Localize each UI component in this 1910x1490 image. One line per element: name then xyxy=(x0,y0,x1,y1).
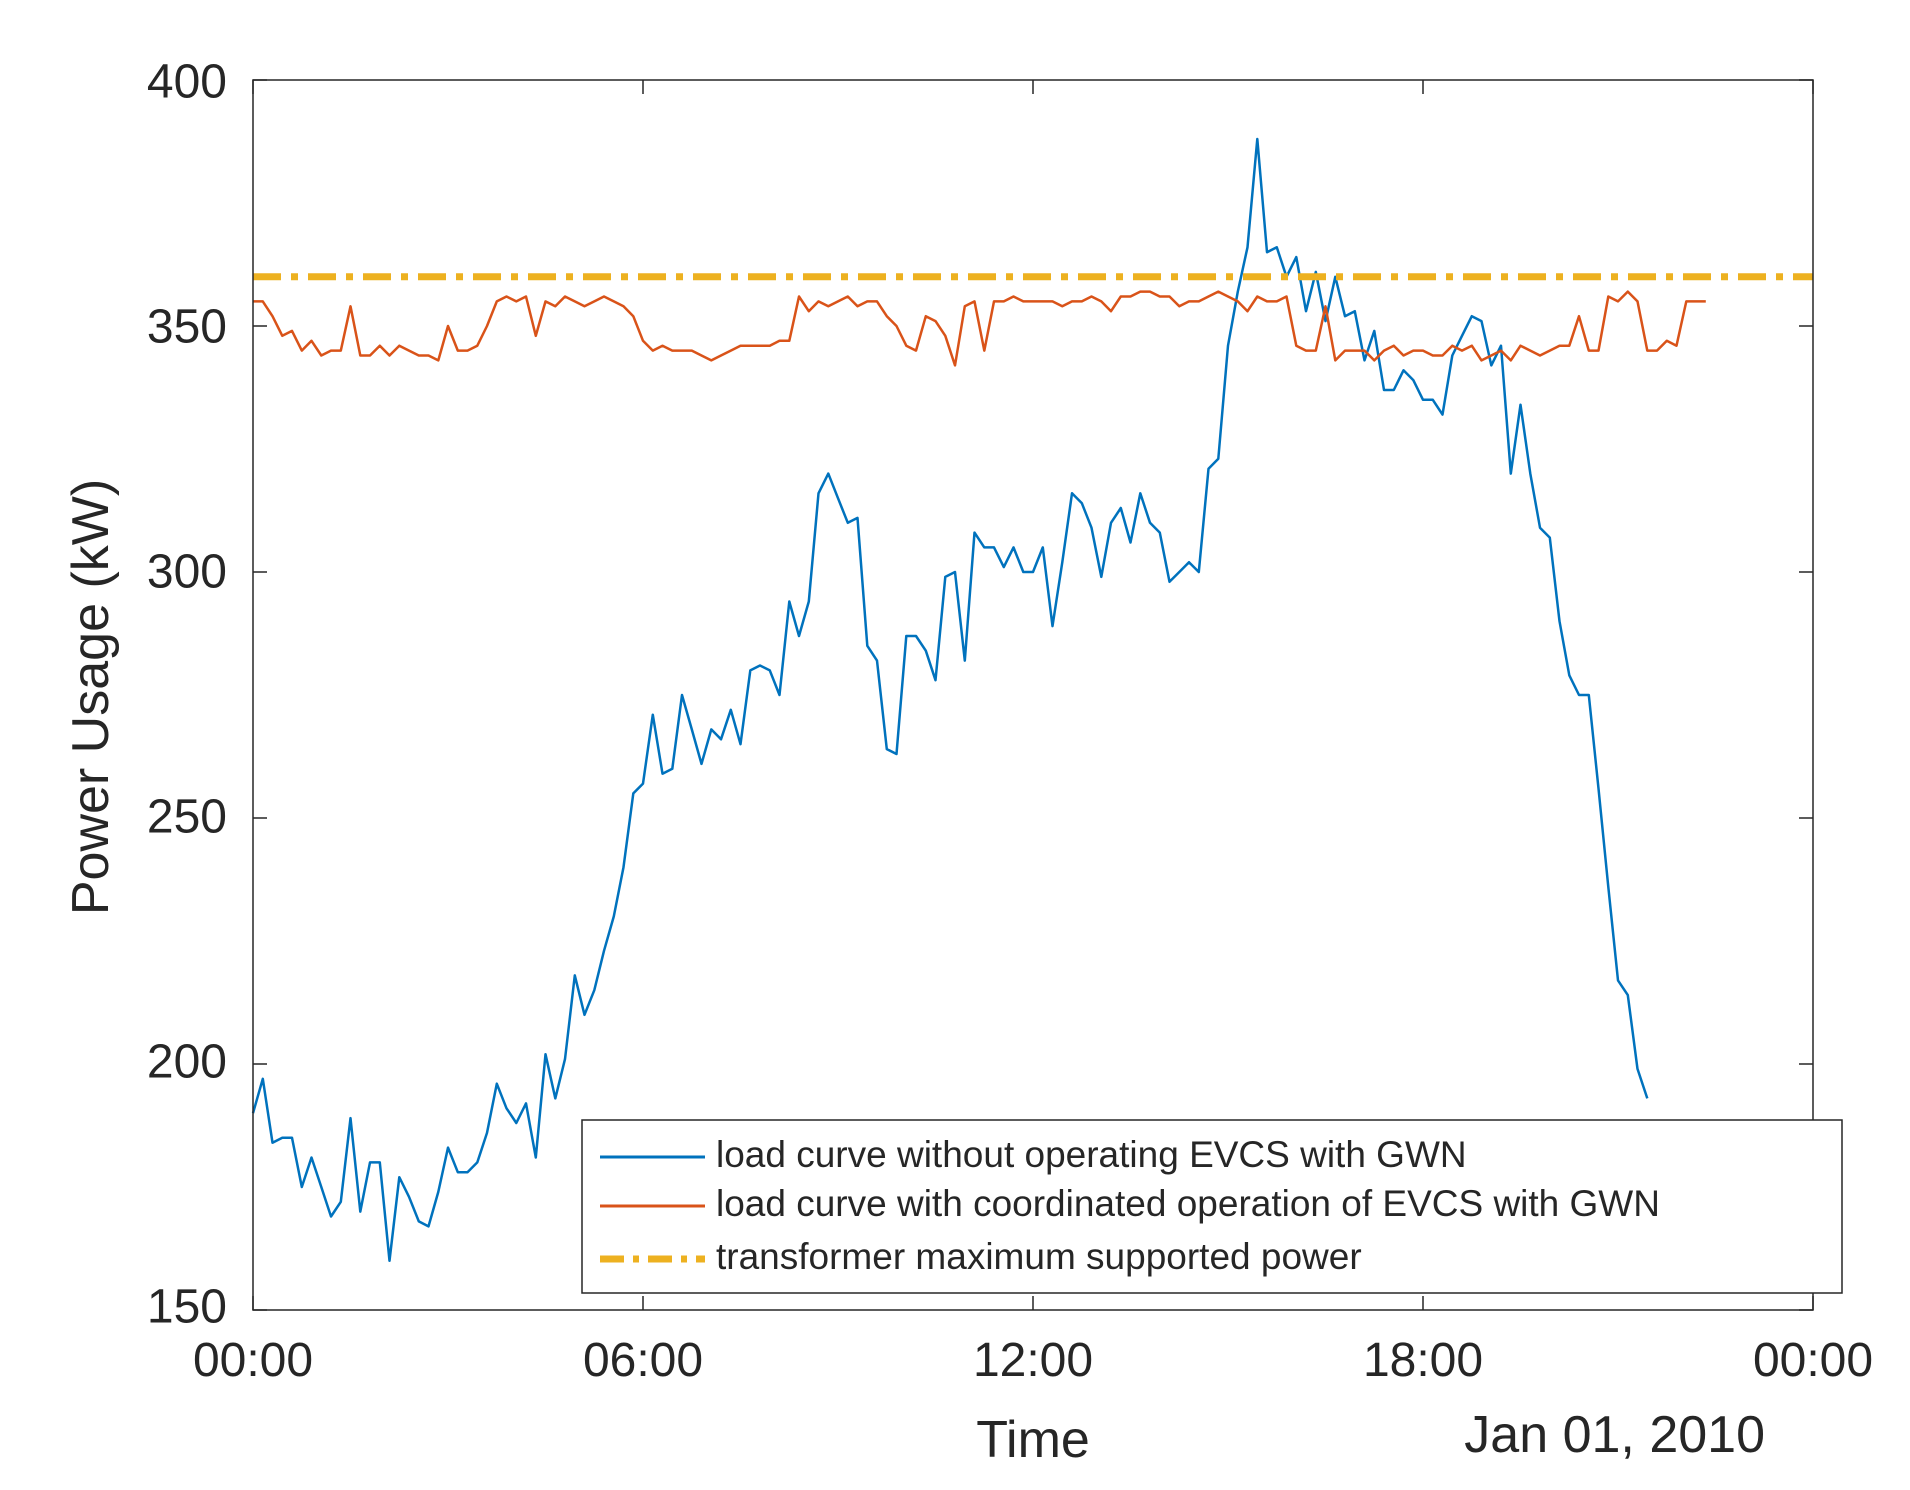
legend-entry-without-operating: load curve without operating EVCS with G… xyxy=(716,1134,1467,1175)
y-tick-label: 400 xyxy=(147,56,227,109)
date-label: Jan 01, 2010 xyxy=(1464,1406,1765,1464)
x-tick-label: 06:00 xyxy=(583,1334,703,1387)
x-tick-label: 12:00 xyxy=(973,1334,1093,1387)
series-line-without-operating xyxy=(251,137,1649,1263)
tick-marks xyxy=(252,79,1814,1311)
legend-entry-coordinated-operation: load curve with coordinated operation of… xyxy=(716,1183,1660,1224)
legend: load curve without operating EVCS with G… xyxy=(581,1119,1843,1294)
y-tick-label: 200 xyxy=(147,1036,227,1089)
x-tick-label: 00:00 xyxy=(193,1334,313,1387)
y-tick-label: 300 xyxy=(147,546,227,599)
y-tick-label: 350 xyxy=(147,301,227,354)
legend-entry-transformer-max: transformer maximum supported power xyxy=(716,1236,1362,1277)
series-line-coordinated-operation xyxy=(253,290,1706,367)
x-axis-label: Time xyxy=(976,1411,1090,1469)
series-layer xyxy=(251,137,1813,1263)
x-tick-label: 00:00 xyxy=(1753,1334,1873,1387)
y-axis-label: Power Usage (kW) xyxy=(62,479,120,915)
x-tick-label: 18:00 xyxy=(1363,1334,1483,1387)
y-tick-label: 150 xyxy=(147,1281,227,1334)
y-tick-label: 250 xyxy=(147,791,227,844)
legend-box xyxy=(581,1119,1843,1294)
